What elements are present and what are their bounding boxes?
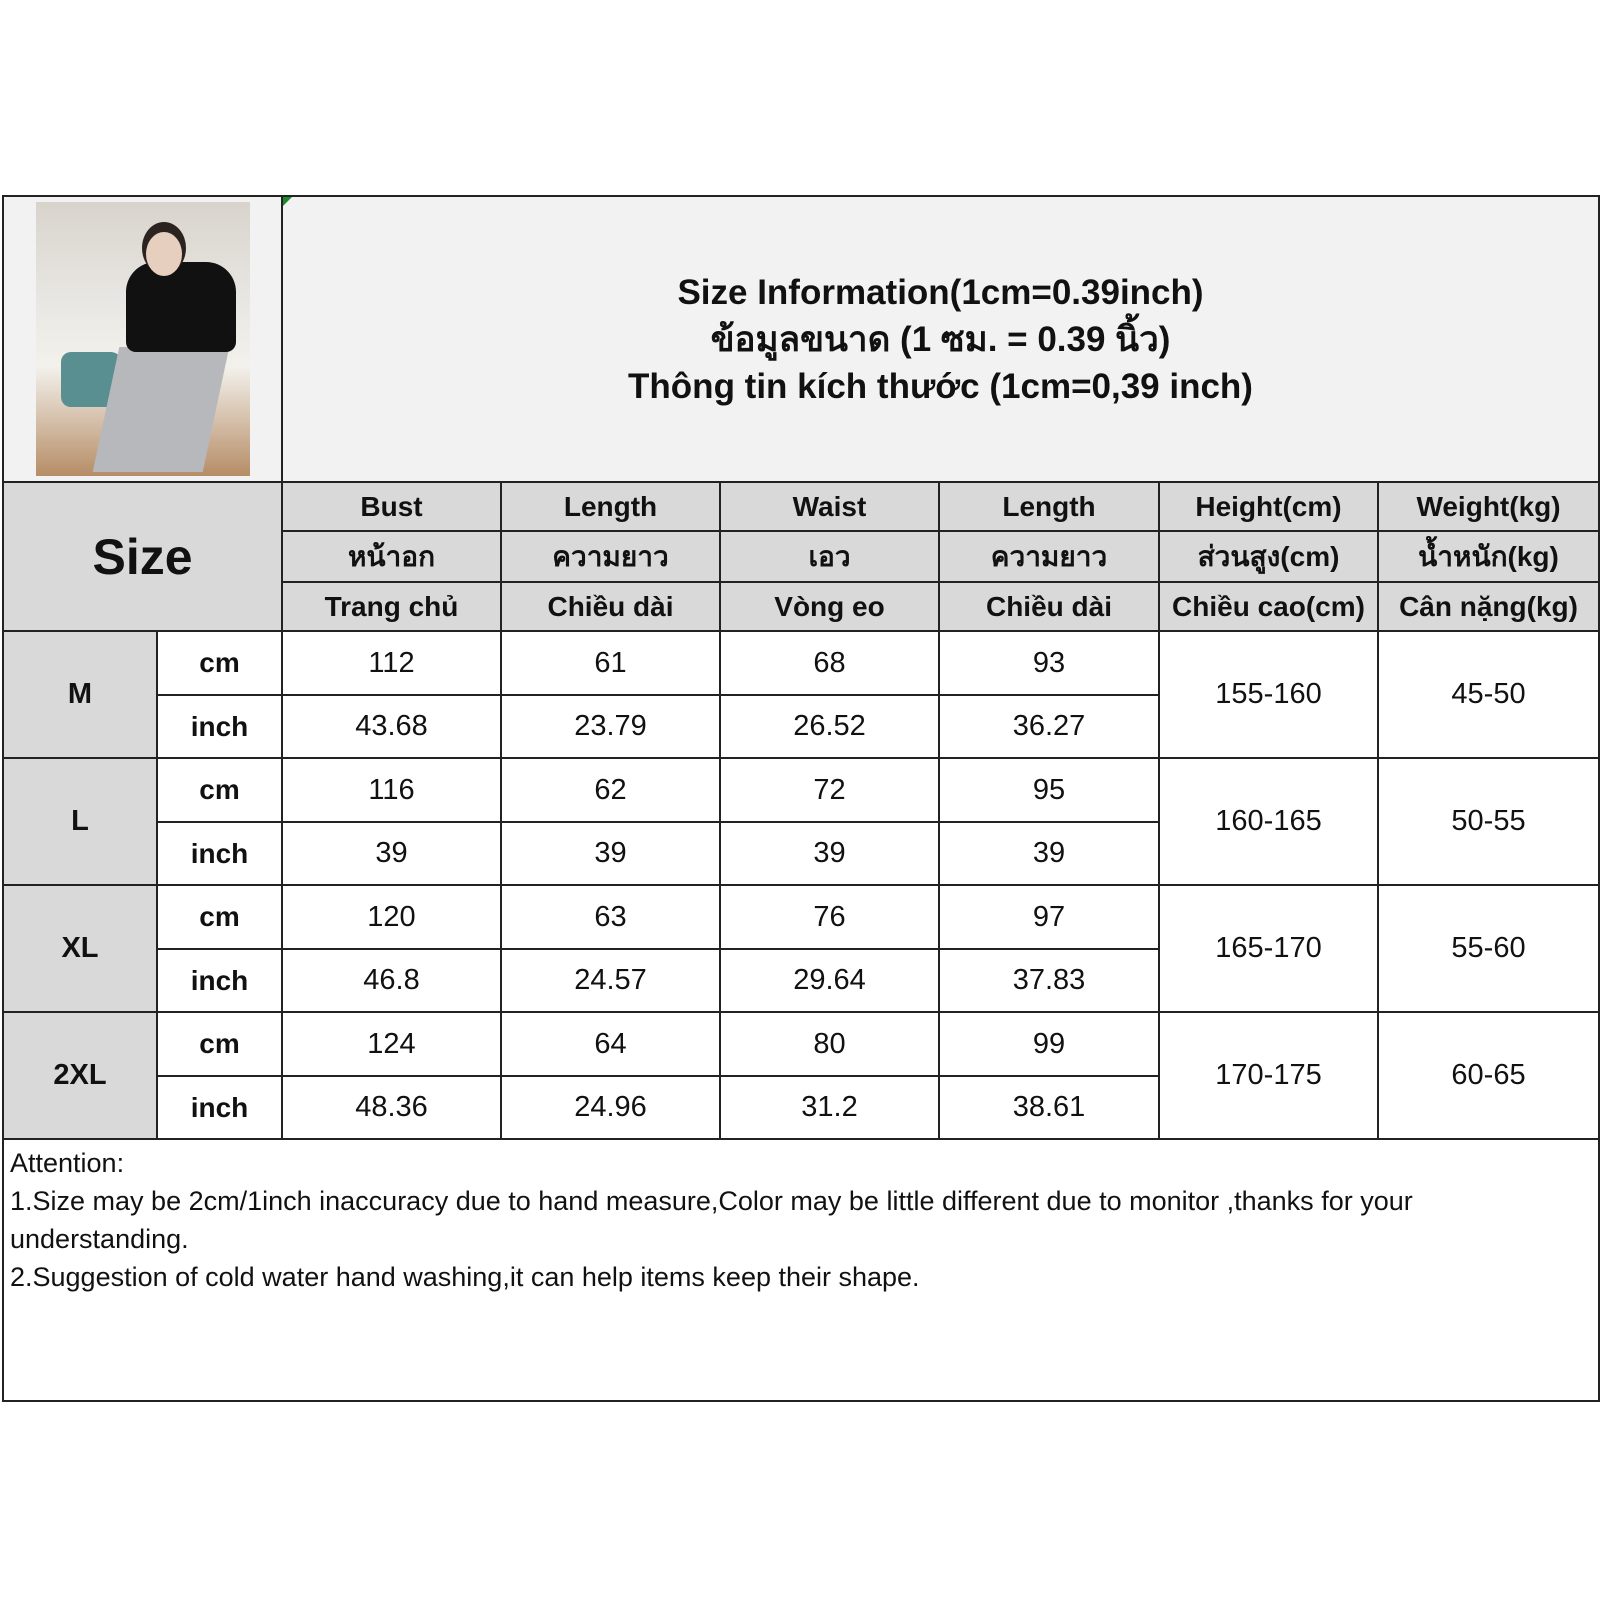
col-header-en: Waist xyxy=(719,481,940,532)
measurement-cell: 38.61 xyxy=(938,1075,1160,1140)
measurement-cell: 72 xyxy=(719,757,940,823)
table-row: XL cm 120 63 76 97 165-170 55-60 xyxy=(2,884,1600,1013)
table-row: inch 39 39 39 39 xyxy=(3,821,1599,886)
measurement-cell: 46.8 xyxy=(281,948,502,1013)
measurement-cell: 61 xyxy=(500,630,721,696)
unit-label: inch xyxy=(156,948,283,1013)
measurement-cell: 31.2 xyxy=(719,1075,940,1140)
size-label: 2XL xyxy=(2,1011,158,1140)
measurement-cell: 120 xyxy=(281,884,502,950)
col-header-vi: Vòng eo xyxy=(719,581,940,632)
attention-heading: Attention: xyxy=(10,1148,125,1178)
unit-label: inch xyxy=(156,694,283,759)
measurement-cell: 76 xyxy=(719,884,940,950)
col-header-en: Bust xyxy=(281,481,502,532)
col-header-th: เอว xyxy=(719,530,940,583)
measurement-cell: 39 xyxy=(719,821,940,886)
measurement-cell: 63 xyxy=(500,884,721,950)
measurement-cell: 26.52 xyxy=(719,694,940,759)
measurement-cell: 97 xyxy=(938,884,1160,950)
title-vi: Thông tin kích thước (1cm=0,39 inch) xyxy=(628,366,1253,406)
size-label: L xyxy=(2,757,158,886)
weight-range: 55-60 xyxy=(1376,884,1600,1013)
size-chart-table: Size Information(1cm=0.39inch) ข้อมูลขนา… xyxy=(1,195,1600,1402)
attention-note: 2.Suggestion of cold water hand washing,… xyxy=(10,1262,920,1292)
col-header-th: น้ำหนัก(kg) xyxy=(1376,530,1600,583)
col-header-th: ความยาว xyxy=(500,530,721,583)
measurement-cell: 64 xyxy=(500,1011,721,1077)
weight-range: 50-55 xyxy=(1376,757,1600,886)
measurement-cell: 112 xyxy=(281,630,502,696)
col-header-vi: Chiều dài xyxy=(938,581,1160,632)
height-range: 165-170 xyxy=(1158,884,1379,1013)
col-header-en: Weight(kg) xyxy=(1376,481,1600,532)
measurement-cell: 93 xyxy=(938,630,1160,696)
attention-note: 1.Size may be 2cm/1inch inaccuracy due t… xyxy=(10,1186,1413,1254)
measurement-cell: 23.79 xyxy=(500,694,721,759)
col-header-en: Height(cm) xyxy=(1158,481,1379,532)
col-header-vi: Trang chủ xyxy=(281,581,502,632)
unit-label: inch xyxy=(156,1075,283,1140)
unit-label: inch xyxy=(156,821,283,886)
measurement-cell: 68 xyxy=(719,630,940,696)
measurement-cell: 116 xyxy=(281,757,502,823)
measurement-cell: 39 xyxy=(281,821,502,886)
measurement-cell: 37.83 xyxy=(938,948,1160,1013)
cell-comment-marker-icon xyxy=(284,198,292,206)
measurement-cell: 48.36 xyxy=(281,1075,502,1140)
unit-label: cm xyxy=(156,884,283,950)
product-photo-cell xyxy=(2,195,283,483)
height-range: 155-160 xyxy=(1158,630,1379,759)
weight-range: 60-65 xyxy=(1376,1011,1600,1140)
measurement-cell: 24.57 xyxy=(500,948,721,1013)
table-row: inch 46.8 24.57 29.64 37.83 xyxy=(3,948,1599,1013)
measurement-cell: 39 xyxy=(500,821,721,886)
measurement-cell: 62 xyxy=(500,757,721,823)
measurement-cell: 36.27 xyxy=(938,694,1160,759)
table-row: inch 43.68 23.79 26.52 36.27 xyxy=(3,694,1599,759)
weight-range: 45-50 xyxy=(1376,630,1600,759)
title-en: Size Information(1cm=0.39inch) xyxy=(677,272,1204,312)
measurement-cell: 43.68 xyxy=(281,694,502,759)
col-header-th: ส่วนสูง(cm) xyxy=(1158,530,1379,583)
col-header-th: หน้าอก xyxy=(281,530,502,583)
title-th: ข้อมูลขนาด (1 ซม. = 0.39 นิ้ว) xyxy=(710,319,1171,359)
measurement-cell: 80 xyxy=(719,1011,940,1077)
unit-label: cm xyxy=(156,630,283,696)
size-info-title: Size Information(1cm=0.39inch) ข้อมูลขนา… xyxy=(280,195,1600,483)
table-row: inch 48.36 24.96 31.2 38.61 xyxy=(3,1075,1599,1140)
measurement-cell: 124 xyxy=(281,1011,502,1077)
height-range: 170-175 xyxy=(1158,1011,1379,1140)
height-range: 160-165 xyxy=(1158,757,1379,886)
col-header-th: ความยาว xyxy=(938,530,1160,583)
measurement-cell: 39 xyxy=(938,821,1160,886)
col-header-en: Length xyxy=(500,481,721,532)
col-header-en: Length xyxy=(938,481,1160,532)
product-photo xyxy=(35,202,250,476)
attention-notes: Attention: 1.Size may be 2cm/1inch inacc… xyxy=(1,1138,1600,1402)
unit-label: cm xyxy=(156,757,283,823)
measurement-cell: 24.96 xyxy=(500,1075,721,1140)
size-header: Size xyxy=(2,481,283,632)
col-header-vi: Chiều dài xyxy=(500,581,721,632)
measurement-cell: 95 xyxy=(938,757,1160,823)
col-header-vi: Chiều cao(cm) xyxy=(1158,581,1379,632)
measurement-cell: 99 xyxy=(938,1011,1160,1077)
size-label: XL xyxy=(2,884,158,1013)
size-label: M xyxy=(2,630,158,759)
table-row: 2XL cm 124 64 80 99 170-175 60-65 xyxy=(2,1011,1600,1140)
col-header-vi: Cân nặng(kg) xyxy=(1376,581,1600,632)
measurement-cell: 29.64 xyxy=(719,948,940,1013)
unit-label: cm xyxy=(156,1011,283,1077)
